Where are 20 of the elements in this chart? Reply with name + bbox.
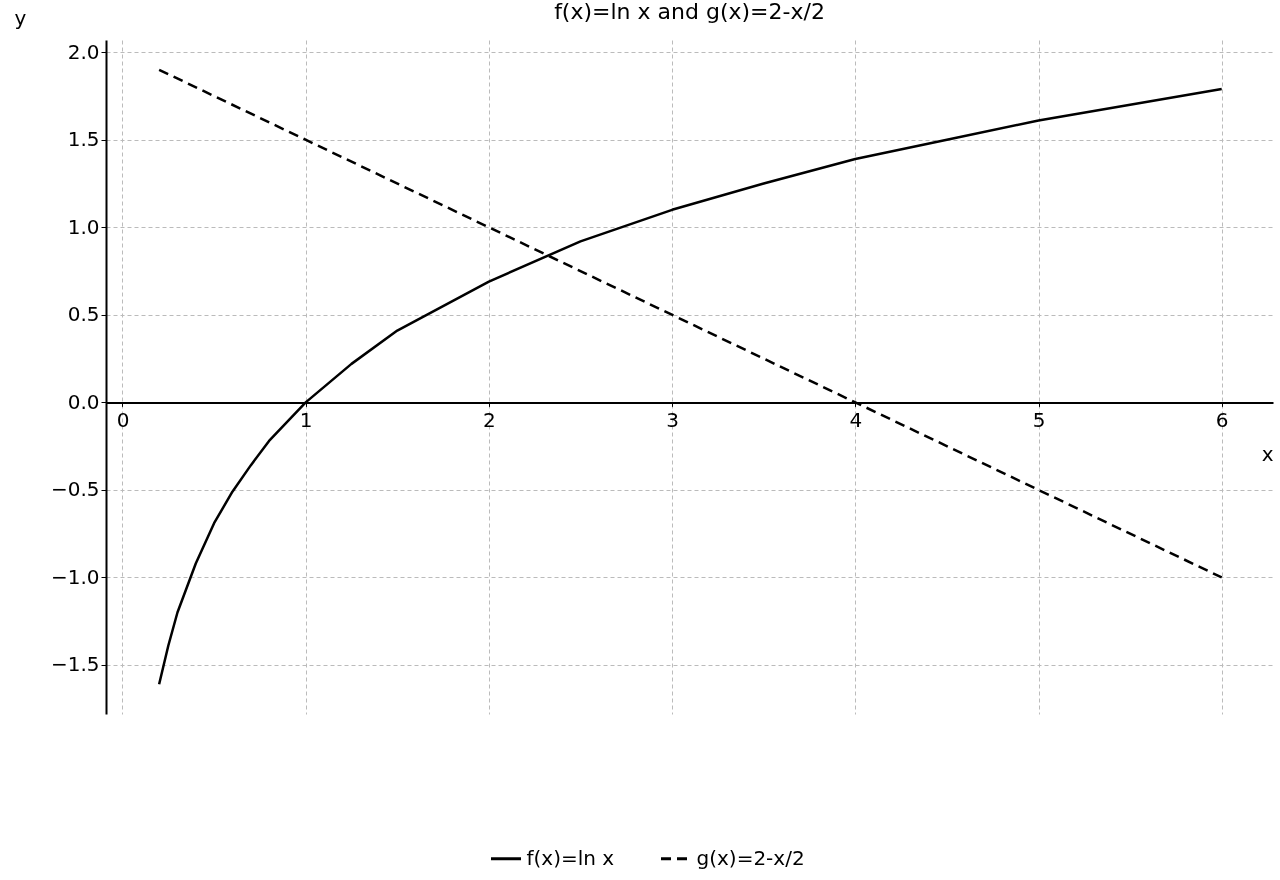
x-tick-label: 2 bbox=[483, 407, 496, 432]
chart-title: f(x)=ln x and g(x)=2-x/2 bbox=[554, 0, 825, 24]
y-tick-label: 1.5 bbox=[67, 127, 100, 152]
x-axis-title: x bbox=[1261, 441, 1274, 466]
x-tick-label: 1 bbox=[299, 407, 313, 432]
y-tick-label: −0.5 bbox=[50, 477, 100, 502]
x-tick-label: 4 bbox=[849, 407, 863, 432]
y-tick-label: 2.0 bbox=[67, 39, 100, 64]
x-tick-label: 5 bbox=[1032, 407, 1046, 432]
x-tick-label: 6 bbox=[1215, 407, 1229, 432]
x-tick-label: 0 bbox=[116, 407, 130, 432]
legend-label: g(x)=2-x/2 bbox=[696, 845, 805, 870]
y-axis-title: y bbox=[14, 5, 27, 30]
y-tick-label: −1.0 bbox=[50, 564, 100, 589]
y-tick-label: 0.0 bbox=[67, 389, 100, 414]
y-tick-label: 1.0 bbox=[67, 214, 100, 239]
x-tick-label: 3 bbox=[666, 407, 679, 432]
legend-label: f(x)=ln x bbox=[526, 845, 615, 870]
y-tick-label: −1.5 bbox=[50, 652, 100, 677]
y-tick-label: 0.5 bbox=[67, 302, 100, 327]
